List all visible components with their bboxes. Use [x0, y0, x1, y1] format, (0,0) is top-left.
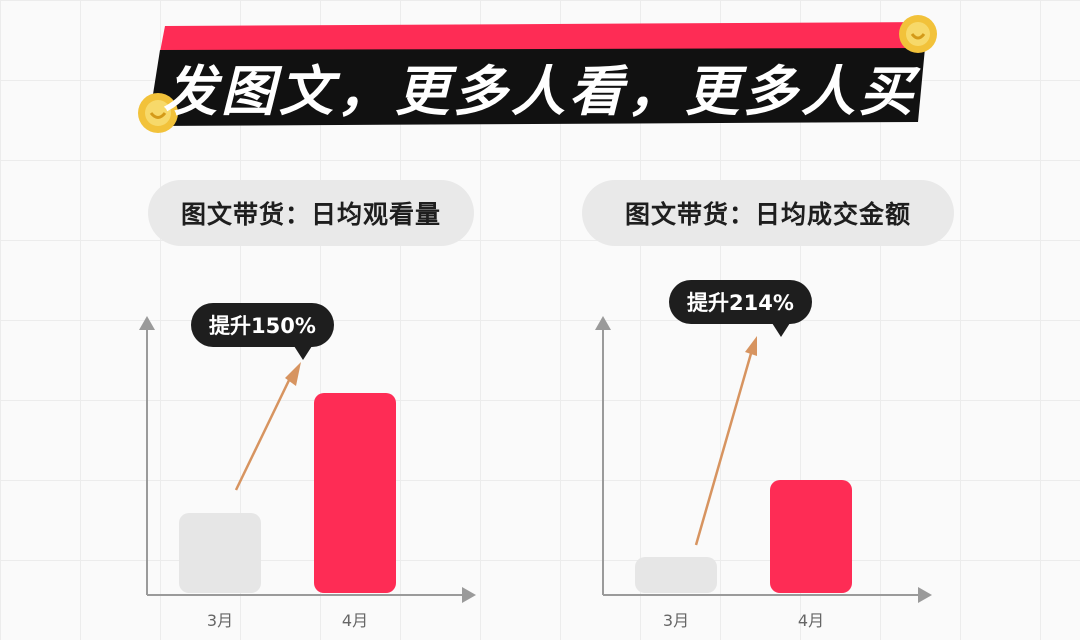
y-axis-arrow: [595, 316, 611, 330]
y-axis-arrow: [139, 316, 155, 330]
chart-gmv: 3月 4月 提升214%: [456, 270, 996, 640]
x-axis-arrow: [918, 587, 932, 603]
growth-arrow-head: [285, 362, 301, 386]
chart-title-gmv: 图文带货：日均成交金额: [582, 180, 954, 246]
growth-arrow-head: [745, 336, 757, 356]
banner-black-strip: [148, 48, 925, 126]
chart-gmv-svg: 3月 4月: [595, 316, 932, 630]
bar-march: [179, 513, 261, 593]
x-tick-label: 4月: [342, 611, 368, 630]
banner-graphic: [138, 15, 937, 133]
x-tick-label: 3月: [207, 611, 233, 630]
growth-badge: 提升214%: [669, 280, 812, 337]
coin-icon: [899, 15, 937, 53]
page-title: 发图文，更多人看，更多人买: [163, 59, 917, 123]
header-banner: 发图文，更多人看，更多人买: [0, 0, 1080, 160]
chart-views: 3月 4月 提升150%: [0, 270, 540, 640]
bar-april: [314, 393, 396, 593]
chart-title-views: 图文带货：日均观看量: [148, 180, 474, 246]
x-axis-arrow: [462, 587, 476, 603]
x-tick-label: 4月: [798, 611, 824, 630]
bar-march: [635, 557, 717, 593]
banner-pink-stripe: [160, 22, 930, 52]
coin-icon: [138, 93, 178, 133]
chart-views-svg: 3月 4月: [139, 316, 476, 630]
growth-arrow: [694, 349, 754, 546]
growth-badge: 提升150%: [191, 303, 334, 360]
x-tick-label: 3月: [663, 611, 689, 630]
growth-arrow: [234, 373, 294, 491]
bar-april: [770, 479, 852, 593]
